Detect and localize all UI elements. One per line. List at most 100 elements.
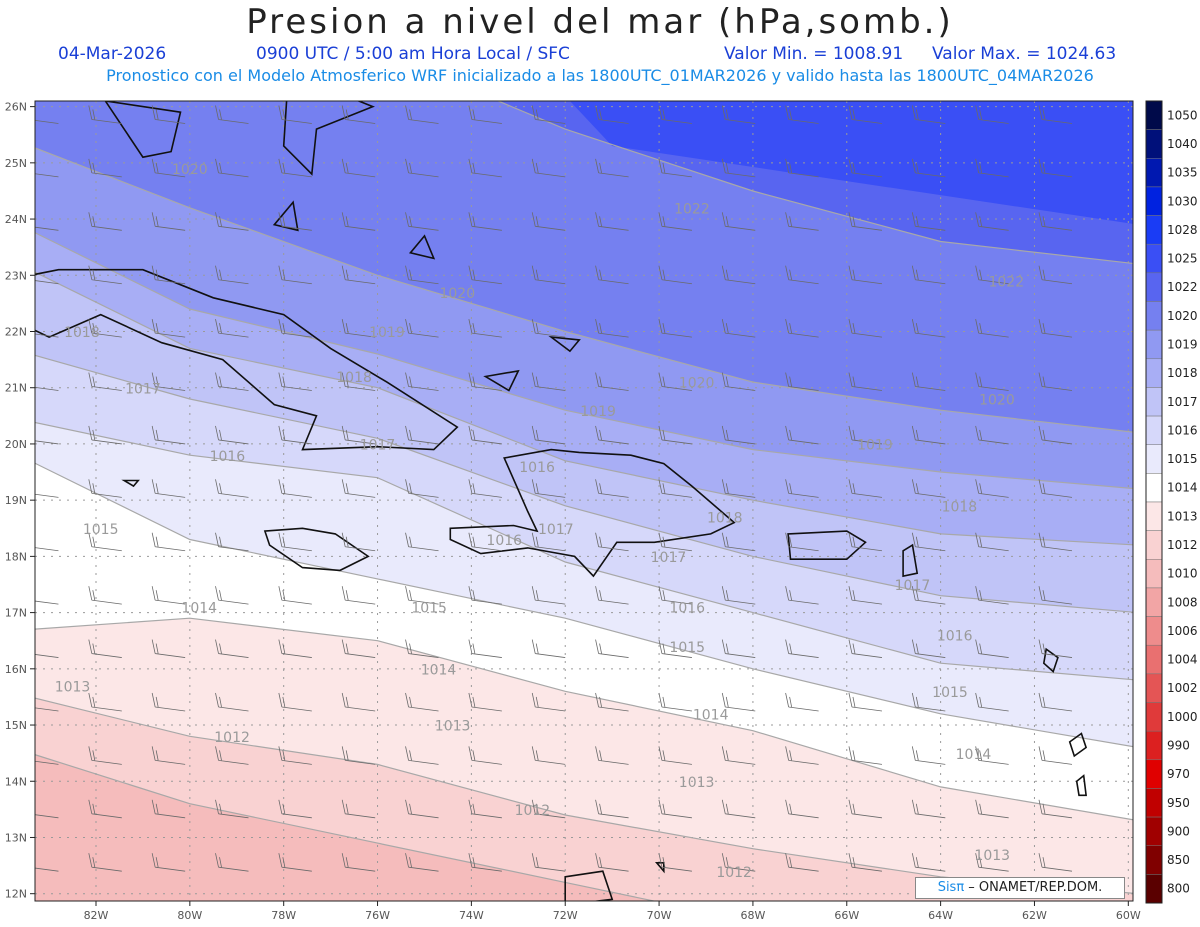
isobar-label: 1020 (679, 376, 715, 392)
wind-barb (215, 639, 249, 658)
coastline (564, 870, 614, 901)
wind-barb (975, 746, 1009, 765)
colorbar-label: 1030 (1167, 194, 1198, 208)
wind-barb (151, 479, 186, 498)
colorbar-frame (1145, 100, 1163, 904)
colorbar-swatch (1145, 702, 1163, 732)
isobar-label: 1015 (83, 522, 119, 538)
isobar-label: 1014 (693, 707, 729, 723)
wind-barb (1038, 746, 1073, 765)
wind-barb (468, 639, 502, 658)
wind-barb (1038, 158, 1073, 178)
wind-barb (341, 532, 376, 552)
isobar-lines (35, 101, 1133, 901)
colorbar-label: 1050 (1167, 108, 1198, 122)
wind-barb (595, 372, 629, 391)
isobar-1013 (35, 697, 1133, 894)
wind-barb (468, 265, 502, 285)
wind-barb (1038, 212, 1073, 231)
wind-barb (785, 425, 819, 445)
isobar-label: 1018 (942, 499, 978, 515)
isobar-label: 1020 (979, 393, 1015, 409)
wind-barb (531, 532, 566, 552)
wind-barb (468, 105, 502, 124)
lat-label: 22N (5, 325, 27, 338)
colorbar-label: 1040 (1167, 137, 1198, 151)
wind-barb (595, 532, 629, 552)
isobar-1014 (35, 617, 1133, 821)
wind-barb (531, 479, 566, 498)
wind-barb (848, 746, 883, 765)
colorbar-swatch (1145, 158, 1163, 188)
wind-barb (341, 799, 376, 819)
colorbar-swatch (1145, 559, 1163, 589)
wind-barb (35, 280, 59, 285)
isobar-label: 1013 (55, 679, 91, 695)
wind-barb (215, 479, 249, 498)
wind-barb (911, 265, 946, 285)
colorbar-label: 1022 (1167, 280, 1198, 294)
isobar-label: 1017 (651, 550, 687, 566)
isobar-label: 1019 (580, 404, 616, 420)
lon-label: 82W (84, 909, 109, 922)
wind-barb (721, 746, 756, 765)
wind-barb (405, 746, 439, 765)
colorbar-label: 1035 (1167, 166, 1198, 180)
wind-barb (341, 372, 376, 391)
colorbar-swatch (1145, 415, 1163, 445)
wind-barb (468, 746, 502, 765)
wind-barb (848, 212, 883, 231)
colorbar-swatch (1145, 616, 1163, 646)
wind-barb (848, 692, 883, 712)
wind-barb (35, 814, 59, 819)
isobar-label: 1017 (360, 438, 396, 454)
wind-barb (278, 265, 312, 285)
isobar-1019 (35, 232, 1133, 490)
coastline (548, 336, 581, 353)
wind-barb (1038, 372, 1073, 391)
wind-barb (785, 372, 819, 391)
lat-label: 18N (5, 550, 27, 563)
wind-barb (975, 425, 1009, 445)
wind-barb (975, 586, 1009, 605)
colorbar-swatch (1145, 243, 1163, 274)
wind-barb (215, 372, 249, 391)
colorbar-label: 1025 (1167, 252, 1198, 266)
wind-barb (658, 319, 692, 338)
wind-barb (975, 319, 1009, 338)
wind-barb (785, 212, 819, 231)
wind-barb (88, 692, 122, 712)
wind-barb (468, 479, 502, 498)
wind-barb (785, 265, 819, 285)
lat-label: 25N (5, 157, 27, 170)
wind-barb (35, 760, 59, 765)
wind-barb (405, 532, 439, 552)
wind-barb (151, 372, 186, 391)
wind-barb (88, 105, 122, 124)
wind-barb (721, 212, 756, 231)
map-axes: 26N 25N 24N 23N 22N 21N 20N 19N 18N 17N 16N 15N 14N 1… (5, 101, 1141, 922)
wind-barb (215, 586, 249, 605)
isobar-label: 1016 (937, 629, 973, 645)
wind-barb (215, 692, 249, 712)
wind-barb (785, 692, 819, 712)
wind-barb (658, 799, 692, 819)
wind-barb (911, 372, 946, 391)
wind-barb (1038, 639, 1073, 658)
wind-barb (88, 265, 122, 285)
coastline (272, 200, 299, 232)
wind-barb (341, 586, 376, 605)
wind-barb (721, 586, 756, 605)
wind-barb (35, 119, 59, 124)
wind-barb (785, 105, 819, 124)
wind-barb (468, 212, 502, 231)
wind-barb (341, 639, 376, 658)
wind-barb (658, 425, 692, 445)
wind-barb (341, 853, 376, 872)
wind-barb (341, 158, 376, 178)
wind-barb (658, 853, 692, 872)
wind-barb (1038, 319, 1073, 338)
isobar-label: 1019 (369, 325, 405, 341)
colorbar-label: 850 (1167, 853, 1190, 867)
